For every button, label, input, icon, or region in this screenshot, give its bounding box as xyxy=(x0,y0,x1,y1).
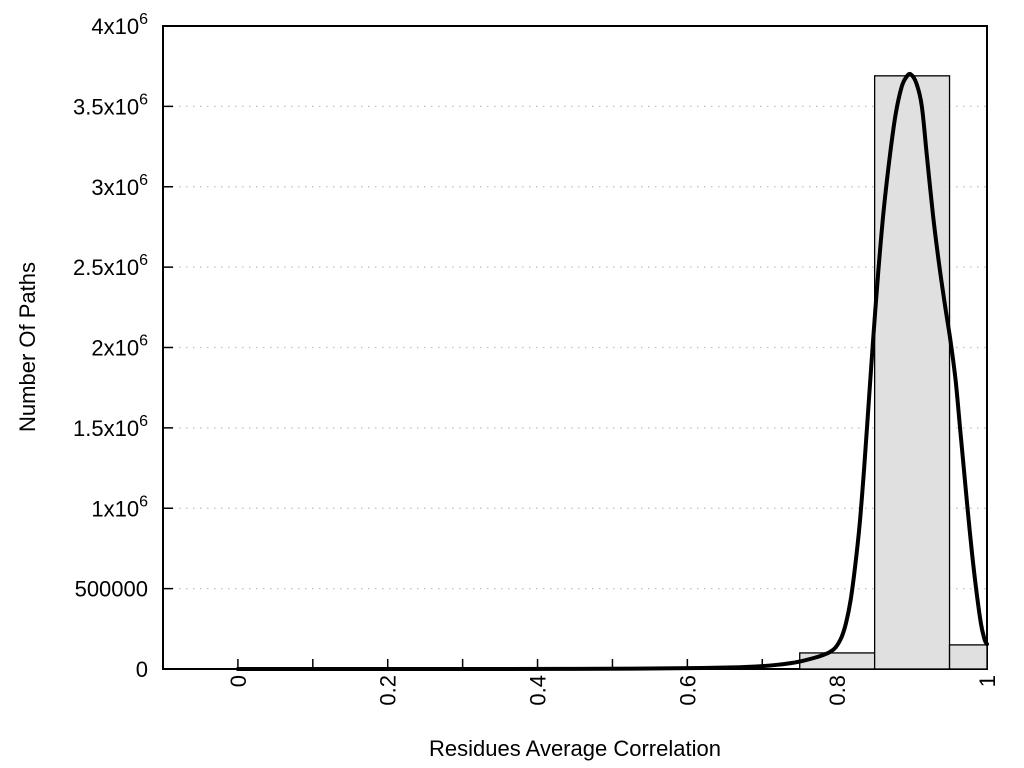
x-tick-label: 0.8 xyxy=(825,675,850,706)
histogram-bars xyxy=(799,75,988,670)
x-tick-label: 0.6 xyxy=(675,675,700,706)
x-tick-label: 0.4 xyxy=(526,675,551,706)
tick-labels: 0 500000 1x106 1.5x106 2x106 2.5x106 3x106 3.5x… xyxy=(73,11,1000,706)
y-tick-label: 1.5x106 xyxy=(73,413,148,441)
y-tick-label: 2x106 xyxy=(91,333,148,361)
grid-layer xyxy=(165,105,987,590)
y-tick-label: 3.5x106 xyxy=(73,91,148,119)
distribution-curve xyxy=(235,71,989,672)
x-axis-title: Residues Average Correlation xyxy=(429,736,721,761)
plot-border xyxy=(162,25,988,670)
fit-curve xyxy=(235,71,989,672)
x-tick-label: 0.2 xyxy=(376,675,401,706)
x-tick-label: 1 xyxy=(975,675,1000,687)
y-tick-label: 4x106 xyxy=(91,11,148,39)
x-tick-label: 0 xyxy=(226,675,251,687)
y-tick-label: 0 xyxy=(136,657,148,682)
y-tick-label: 2.5x106 xyxy=(73,252,148,280)
histogram-bar xyxy=(799,652,876,670)
histogram-bar xyxy=(873,75,951,670)
plot-border-box xyxy=(162,25,988,670)
y-tick-label: 500000 xyxy=(75,577,148,602)
y-tick-label: 1x106 xyxy=(91,493,148,521)
histogram-bar xyxy=(948,644,988,670)
y-tick-label: 3x106 xyxy=(91,172,148,200)
y-axis-title: Number Of Paths xyxy=(15,262,40,432)
tick-layer xyxy=(163,25,988,670)
